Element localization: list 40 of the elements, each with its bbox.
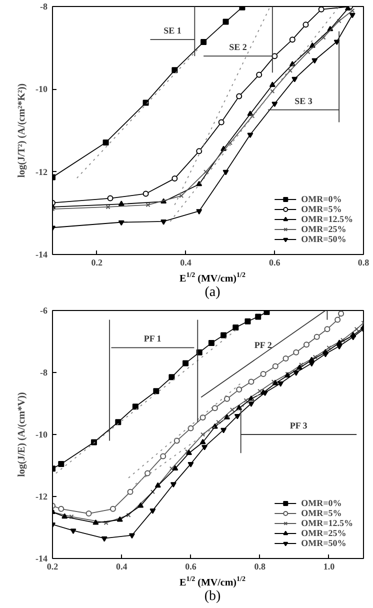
y-tick-label: -14 bbox=[36, 250, 48, 260]
x-tick-label: 0.8 bbox=[358, 258, 370, 268]
y-axis-title: log(J/E) (A/(cm*V)) bbox=[16, 392, 28, 477]
x-axis-title: E$^{1/2}$ (MV/cm)$^{1/2}$ bbox=[178, 574, 246, 590]
legend-label: OMR=25% bbox=[301, 224, 346, 234]
legend-label: OMR=50% bbox=[301, 538, 346, 548]
x-tick-label: 0.2 bbox=[46, 562, 59, 572]
x-tick-label: 0.4 bbox=[116, 562, 128, 572]
y-tick-label: -8 bbox=[40, 2, 48, 12]
legend-label: OMR=12.5% bbox=[301, 214, 353, 224]
y-tick-label: -10 bbox=[36, 84, 48, 94]
x-tick-label: 0.6 bbox=[269, 258, 281, 268]
series-label: SE 3 bbox=[294, 96, 313, 106]
legend-label: OMR=50% bbox=[301, 234, 346, 244]
x-tick-label: 0.2 bbox=[91, 258, 104, 268]
legend-label: OMR=0% bbox=[301, 498, 342, 508]
y-tick-label: -10 bbox=[36, 430, 48, 440]
x-tick-label: 0.6 bbox=[185, 562, 197, 572]
series-label: PF 1 bbox=[144, 334, 162, 344]
y-tick-label: -14 bbox=[36, 554, 48, 564]
legend-label: OMR=5% bbox=[301, 508, 342, 518]
x-axis-title: E$^{1/2}$ (MV/cm)$^{1/2}$ bbox=[178, 270, 246, 286]
legend-label: OMR=12.5% bbox=[301, 518, 353, 528]
x-tick-label: 0.4 bbox=[180, 258, 192, 268]
x-tick-label: 1.0 bbox=[323, 562, 336, 572]
series-label: PF 2 bbox=[254, 340, 272, 350]
series-label: PF 3 bbox=[290, 420, 308, 430]
y-axis-title: log(J/T²) (A/(cm²*K²)) bbox=[16, 83, 28, 178]
text: (a) bbox=[204, 284, 222, 302]
y-tick-label: -12 bbox=[36, 492, 48, 502]
series-label: SE 1 bbox=[164, 26, 182, 36]
legend-label: OMR=5% bbox=[301, 204, 342, 214]
text: (b) bbox=[203, 588, 222, 606]
y-tick-label: -6 bbox=[40, 306, 48, 316]
legend-label: OMR=0% bbox=[301, 194, 342, 204]
y-tick-label: -12 bbox=[36, 166, 48, 177]
y-tick-label: -8 bbox=[40, 368, 48, 378]
legend-label: OMR=25% bbox=[301, 528, 346, 538]
x-tick-label: 0.8 bbox=[254, 562, 266, 572]
series-label: SE 2 bbox=[229, 42, 248, 52]
